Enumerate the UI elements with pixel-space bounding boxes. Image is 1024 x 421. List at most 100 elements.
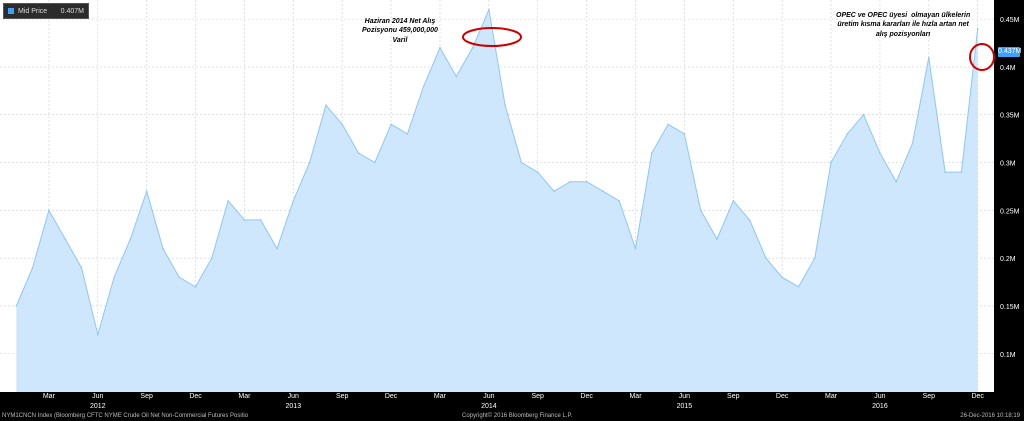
x-tick-label: Mar — [629, 393, 642, 400]
data-point — [504, 104, 506, 106]
x-tick-label: Dec — [580, 393, 593, 400]
data-point — [928, 56, 930, 59]
recent-annotation-circle — [969, 43, 995, 71]
data-point — [879, 152, 881, 154]
data-point — [243, 219, 246, 221]
y-tick-label: 0.15M — [1000, 304, 1020, 311]
data-point — [406, 133, 409, 135]
data-point — [455, 75, 458, 78]
data-point — [439, 47, 441, 49]
data-point — [80, 266, 83, 269]
data-point — [471, 47, 474, 49]
x-year-label: 2012 — [90, 403, 106, 410]
x-tick-label: Sep — [532, 393, 545, 400]
data-point — [585, 180, 588, 183]
data-point — [846, 133, 849, 135]
x-year-label: 2014 — [481, 403, 497, 410]
data-point — [113, 276, 115, 279]
y-tick-label: 0.2M — [1000, 256, 1016, 263]
data-point — [422, 85, 425, 87]
x-tick-label: Sep — [727, 393, 740, 400]
x-tick-label: Mar — [434, 393, 447, 400]
x-tick-label: Dec — [776, 393, 789, 400]
data-point — [634, 247, 637, 250]
data-point — [667, 123, 669, 126]
legend-swatch — [8, 8, 14, 14]
data-point — [390, 123, 392, 126]
data-point — [618, 200, 620, 202]
x-tick-label: Jun — [288, 393, 299, 400]
y-tick-label: 0.25M — [1000, 208, 1020, 215]
data-point — [797, 286, 800, 288]
x-tick-label: Jun — [483, 393, 494, 400]
x-tick-label: Jun — [874, 393, 885, 400]
x-year-label: 2016 — [872, 403, 888, 410]
data-point — [194, 286, 197, 288]
data-point — [960, 171, 963, 173]
data-point — [781, 276, 783, 279]
axis-background — [994, 0, 1024, 392]
data-point — [211, 257, 213, 259]
x-tick-label: Dec — [189, 393, 202, 400]
y-tick-label: 0.3M — [1000, 161, 1016, 168]
data-point — [732, 200, 735, 202]
data-point — [48, 209, 50, 212]
data-point — [536, 171, 539, 173]
data-point — [64, 238, 66, 240]
data-point — [227, 200, 229, 202]
data-point — [895, 180, 897, 183]
data-point — [765, 257, 767, 259]
data-point — [325, 104, 327, 106]
data-point — [374, 161, 376, 164]
data-point — [911, 142, 914, 145]
data-point — [488, 8, 490, 11]
last-value-tag: 0.437M — [998, 47, 1022, 57]
data-point — [814, 257, 816, 259]
footer-copyright: Copyright© 2016 Bloomberg Finance L.P. — [462, 413, 573, 419]
x-tick-label: Jun — [679, 393, 690, 400]
data-point — [31, 266, 34, 269]
data-point — [97, 333, 99, 336]
x-tick-label: Jun — [92, 393, 103, 400]
x-tick-label: Sep — [923, 393, 936, 400]
data-point — [276, 247, 278, 250]
recent-annotation: OPEC ve OPEC üyesi olmayan ülkelerin üre… — [836, 12, 971, 38]
data-point — [716, 238, 718, 240]
data-point — [944, 171, 946, 173]
data-point — [357, 152, 360, 154]
data-point — [830, 161, 832, 164]
data-point — [520, 161, 523, 164]
series-line — [15, 7, 979, 337]
data-point — [292, 200, 295, 202]
x-tick-label: Dec — [971, 393, 984, 400]
x-tick-label: Sep — [140, 393, 153, 400]
data-point — [602, 190, 604, 192]
legend[interactable]: Mid Price 0.407M — [3, 3, 89, 19]
data-point — [129, 238, 132, 240]
peak-annotation: Haziran 2014 Net Alış Pozisyonu 459,000,… — [362, 18, 438, 44]
data-point — [862, 113, 865, 116]
x-year-label: 2015 — [677, 403, 693, 410]
x-tick-label: Mar — [238, 393, 251, 400]
legend-series-name: Mid Price — [18, 7, 48, 15]
x-tick-label: Sep — [336, 393, 349, 400]
footer: NYM1CNCN Index (Bloomberg CFTC NYME Crud… — [0, 413, 1024, 421]
data-point — [569, 180, 572, 183]
legend-series-value: 0.407M — [60, 7, 84, 15]
y-tick-label: 0.1M — [1000, 352, 1016, 359]
footer-source: NYM1CNCN Index (Bloomberg CFTC NYME Crud… — [2, 413, 249, 419]
data-point — [15, 305, 18, 307]
x-year-label: 2013 — [286, 403, 302, 410]
x-tick-label: Dec — [385, 393, 398, 400]
footer-timestamp: 26-Dec-2016 10:18:19 — [960, 413, 1020, 419]
x-tick-label: Mar — [43, 393, 56, 400]
data-point — [748, 219, 751, 221]
peak-annotation-circle — [462, 27, 522, 47]
y-tick-label: 0.45M — [1000, 17, 1020, 24]
series-area — [16, 9, 978, 392]
data-point — [145, 190, 148, 192]
data-point — [553, 190, 555, 192]
data-point — [699, 209, 702, 212]
x-tick-label: Mar — [825, 393, 838, 400]
